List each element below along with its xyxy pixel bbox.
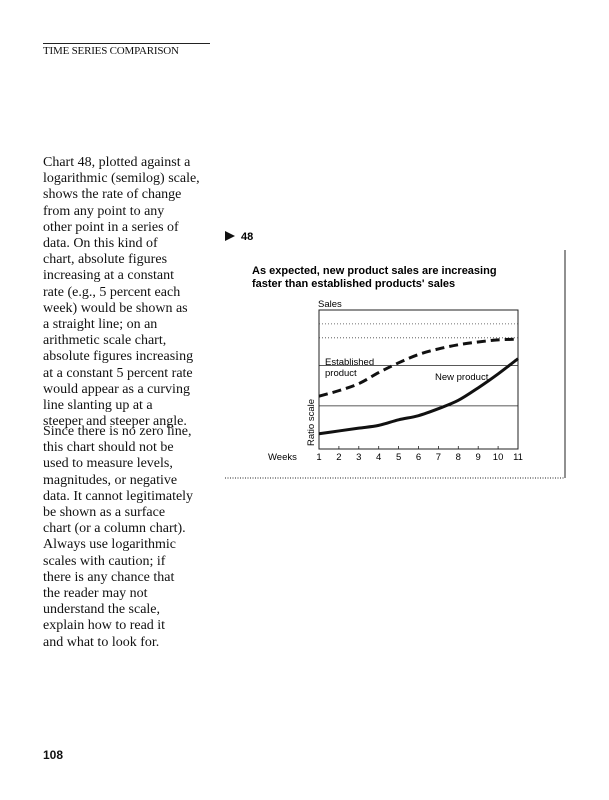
text-line: there is any chance that (43, 569, 175, 585)
text-line: chart (or a column chart). (43, 521, 186, 537)
text-line: from any point to any (43, 203, 165, 219)
text-line: at a constant 5 percent rate (43, 365, 193, 381)
y-axis-top-label: Sales (318, 299, 342, 310)
y-axis-label: Ratio scale (306, 399, 317, 446)
x-tick-label: 6 (416, 452, 421, 463)
x-tick-label: 11 (513, 452, 523, 463)
text-line: other point in a series of (43, 219, 179, 235)
text-line: this chart should not be (43, 440, 174, 456)
triangle-marker-icon (225, 231, 235, 241)
text-line: understand the scale, (43, 602, 161, 618)
x-axis-label: Weeks (268, 452, 297, 463)
series-label-established-product: Established (325, 357, 374, 368)
text-line: data. It cannot legitimately (43, 488, 194, 504)
x-tick-label: 10 (493, 452, 504, 463)
x-tick-label: 8 (456, 452, 461, 463)
x-tick-label: 4 (376, 452, 381, 463)
x-tick-label: 9 (476, 452, 481, 463)
text-line: increasing at a constant (43, 268, 175, 284)
page-number: 108 (43, 748, 64, 762)
x-tick-label: 3 (356, 452, 361, 463)
text-line: used to measure levels, (43, 456, 173, 472)
chart-title-line: faster than established products' sales (252, 278, 455, 290)
chart-number: 48 (241, 231, 253, 243)
x-tick-label: 5 (396, 452, 401, 463)
text-line: steeper and steeper angle. (43, 414, 187, 430)
text-line: line slanting up at a (43, 398, 153, 414)
text-line: and what to look for. (43, 634, 160, 650)
series-label-new-product: New product (435, 372, 489, 383)
x-tick-label: 1 (316, 452, 321, 463)
text-line: a straight line; on an (43, 317, 158, 333)
text-line: the reader may not (43, 586, 148, 602)
text-line: shows the rate of change (43, 187, 182, 203)
text-line: absolute figures increasing (43, 349, 194, 365)
text-line: be shown as a surface (43, 505, 166, 521)
text-line: explain how to read it (43, 618, 166, 634)
text-line: scales with caution; if (43, 553, 166, 569)
chart-title-line: As expected, new product sales are incre… (252, 265, 497, 277)
text-line: data. On this kind of (43, 236, 158, 252)
running-head: TIME SERIES COMPARISON (43, 45, 179, 57)
text-line: arithmetic scale chart, (43, 333, 167, 349)
text-line: week) would be shown as (43, 300, 188, 316)
text-line: chart, absolute figures (43, 252, 168, 268)
text-line: would appear as a curving (43, 381, 190, 397)
text-line: rate (e.g., 5 percent each (43, 284, 181, 300)
series-line-established-product (318, 337, 519, 398)
series-label-established-product: product (325, 368, 357, 379)
body-paragraph-1: Chart 48, plotted against a logarithmic (… (43, 155, 223, 430)
text-line: Always use logarithmic (43, 537, 176, 553)
text-line: logarithmic (semilog) scale, (43, 171, 200, 187)
text-line: Chart 48, plotted against a (43, 155, 191, 170)
text-line: magnitudes, or negative (43, 472, 178, 488)
body-paragraph-2: Since there is no zero line, this chart s… (43, 424, 223, 651)
text-line: Since there is no zero line, (43, 424, 192, 439)
x-tick-label: 2 (336, 452, 341, 463)
header-rule (43, 43, 210, 44)
x-tick-label: 7 (436, 452, 441, 463)
series-line-new-product (318, 357, 519, 436)
